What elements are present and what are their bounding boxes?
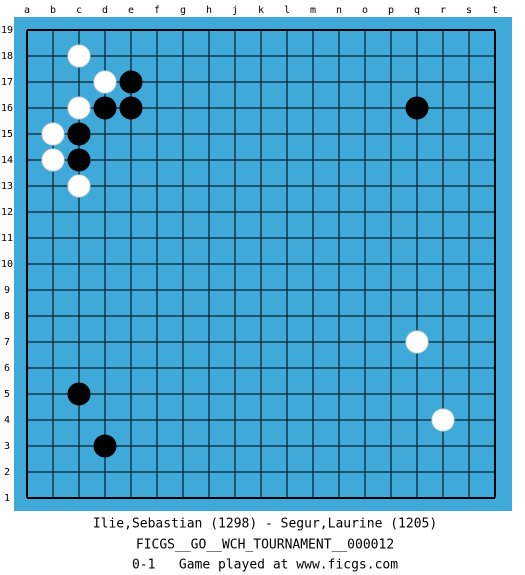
row-label: 17 bbox=[1, 77, 13, 88]
white-stone bbox=[41, 122, 65, 146]
black-stone bbox=[67, 148, 91, 172]
column-label: a bbox=[24, 5, 30, 16]
black-stone bbox=[67, 122, 91, 146]
row-label: 16 bbox=[1, 103, 13, 114]
players: Ilie,Sebastian (1298) - Segur,Laurine (1… bbox=[93, 517, 437, 532]
event: FICGS__GO__WCH_TOURNAMENT__000012 bbox=[136, 538, 394, 553]
column-label: p bbox=[388, 5, 394, 16]
row-label: 13 bbox=[1, 181, 13, 192]
column-label: l bbox=[284, 5, 290, 16]
row-label: 12 bbox=[1, 207, 13, 218]
column-label: o bbox=[362, 5, 368, 16]
row-label: 6 bbox=[4, 363, 10, 374]
column-label: r bbox=[440, 5, 446, 16]
column-label: g bbox=[180, 5, 186, 16]
black-stone bbox=[119, 96, 143, 120]
white-stone bbox=[67, 96, 91, 120]
white-stone bbox=[93, 70, 117, 94]
row-label: 8 bbox=[4, 311, 10, 322]
column-label: k bbox=[258, 5, 264, 16]
row-label: 1 bbox=[4, 493, 10, 504]
column-label: t bbox=[492, 5, 498, 16]
row-label: 3 bbox=[4, 441, 10, 452]
column-label: d bbox=[102, 5, 108, 16]
row-label: 2 bbox=[4, 467, 10, 478]
white-stone bbox=[67, 174, 91, 198]
white-stone bbox=[405, 330, 429, 354]
column-label: j bbox=[232, 5, 238, 16]
white-stone bbox=[67, 44, 91, 68]
row-label: 15 bbox=[1, 129, 13, 140]
column-label: e bbox=[128, 5, 134, 16]
row-label: 14 bbox=[1, 155, 13, 166]
column-label: h bbox=[206, 5, 212, 16]
row-label: 19 bbox=[1, 25, 13, 36]
column-label: c bbox=[76, 5, 82, 16]
row-label: 10 bbox=[1, 259, 13, 270]
row-label: 11 bbox=[1, 233, 13, 244]
column-label: n bbox=[336, 5, 342, 16]
column-label: f bbox=[154, 5, 160, 16]
black-stone bbox=[405, 96, 429, 120]
stones bbox=[41, 44, 455, 458]
column-label: b bbox=[50, 5, 56, 16]
result: 0-1 Game played at www.ficgs.com bbox=[132, 558, 398, 573]
coordinates: a b c d e f g h j k l m n o p q r s t191817161514131211109… bbox=[1, 5, 498, 504]
column-label: s bbox=[466, 5, 472, 16]
black-stone bbox=[93, 434, 117, 458]
black-stone bbox=[119, 70, 143, 94]
row-label: 18 bbox=[1, 51, 13, 62]
row-label: 4 bbox=[4, 415, 10, 426]
white-stone bbox=[431, 408, 455, 432]
column-label: q bbox=[414, 5, 420, 16]
row-label: 5 bbox=[4, 389, 10, 400]
row-label: 9 bbox=[4, 285, 10, 296]
row-label: 7 bbox=[4, 337, 10, 348]
column-label: m bbox=[310, 5, 316, 16]
black-stone bbox=[67, 382, 91, 406]
white-stone bbox=[41, 148, 65, 172]
black-stone bbox=[93, 96, 117, 120]
